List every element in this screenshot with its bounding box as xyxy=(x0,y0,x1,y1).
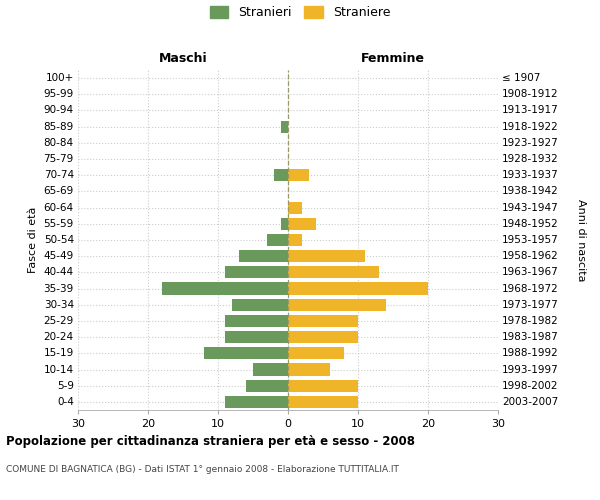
Text: Popolazione per cittadinanza straniera per età e sesso - 2008: Popolazione per cittadinanza straniera p… xyxy=(6,435,415,448)
Legend: Stranieri, Straniere: Stranieri, Straniere xyxy=(209,6,391,19)
Bar xyxy=(162,282,288,294)
Bar xyxy=(288,298,386,311)
Text: Maschi: Maschi xyxy=(158,52,208,65)
Bar xyxy=(274,169,288,181)
Bar xyxy=(288,250,365,262)
Bar xyxy=(246,380,288,392)
Text: COMUNE DI BAGNATICA (BG) - Dati ISTAT 1° gennaio 2008 - Elaborazione TUTTITALIA.: COMUNE DI BAGNATICA (BG) - Dati ISTAT 1°… xyxy=(6,465,399,474)
Y-axis label: Fasce di età: Fasce di età xyxy=(28,207,38,273)
Bar xyxy=(225,331,288,343)
Bar xyxy=(225,315,288,327)
Bar xyxy=(288,234,302,246)
Bar xyxy=(281,218,288,230)
Bar xyxy=(204,348,288,360)
Y-axis label: Anni di nascita: Anni di nascita xyxy=(575,198,586,281)
Bar xyxy=(288,266,379,278)
Bar xyxy=(281,120,288,132)
Bar xyxy=(288,331,358,343)
Bar xyxy=(288,348,344,360)
Bar xyxy=(288,364,330,376)
Bar xyxy=(288,169,309,181)
Bar xyxy=(288,282,428,294)
Bar xyxy=(288,396,358,408)
Bar xyxy=(288,380,358,392)
Bar xyxy=(225,266,288,278)
Bar xyxy=(288,315,358,327)
Bar xyxy=(288,218,316,230)
Bar xyxy=(288,202,302,213)
Bar xyxy=(239,250,288,262)
Bar xyxy=(225,396,288,408)
Bar xyxy=(267,234,288,246)
Bar xyxy=(232,298,288,311)
Text: Femmine: Femmine xyxy=(361,52,425,65)
Bar xyxy=(253,364,288,376)
